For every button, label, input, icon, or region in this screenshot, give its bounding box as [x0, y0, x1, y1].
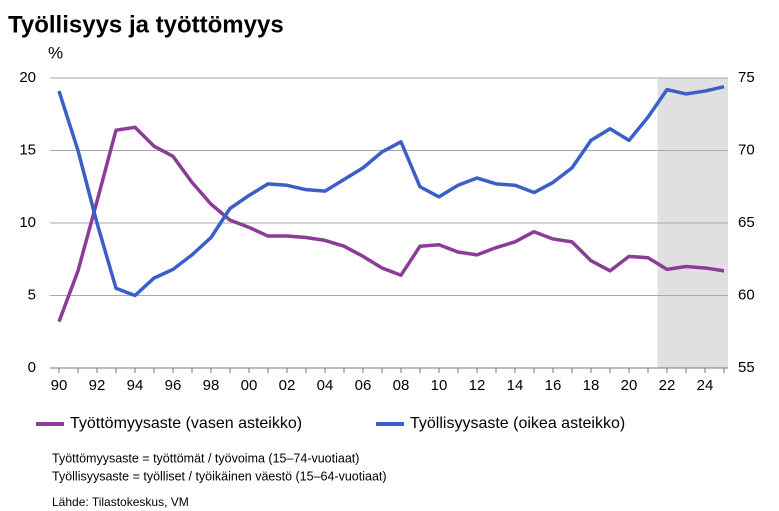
- x-tick-label: 00: [241, 377, 258, 394]
- x-tick-label: 94: [127, 377, 144, 394]
- x-tick-label: 06: [355, 377, 372, 394]
- note: Työttömyysaste = työttömät / työvoima (1…: [52, 451, 359, 465]
- series-line: [57, 125, 725, 323]
- x-tick-label: 98: [203, 377, 220, 394]
- x-tick-label: 02: [279, 377, 296, 394]
- y-tick-label: 15: [19, 141, 36, 158]
- y-tick-label: 10: [19, 214, 36, 231]
- legend-label: Työllisyysaste (oikea asteikko): [410, 415, 625, 432]
- x-tick-label: 10: [431, 377, 448, 394]
- x-tick-label: 24: [697, 377, 714, 394]
- x-tick-label: 04: [317, 377, 334, 394]
- y-tick-label: 0: [28, 359, 36, 376]
- x-tick-label: 22: [659, 377, 676, 394]
- x-tick-label: 90: [51, 377, 68, 394]
- y2-tick-label: 55: [738, 359, 755, 376]
- x-tick-label: 20: [621, 377, 638, 394]
- y-tick-label: 5: [28, 286, 36, 303]
- legend-label: Työttömyysaste (vasen asteikko): [70, 415, 302, 432]
- y2-tick-label: 60: [738, 286, 755, 303]
- x-tick-label: 96: [165, 377, 182, 394]
- x-tick-label: 18: [583, 377, 600, 394]
- y2-tick-label: 70: [738, 141, 755, 158]
- x-tick-label: 12: [469, 377, 486, 394]
- y2-tick-label: 75: [738, 69, 755, 86]
- x-tick-label: 08: [393, 377, 410, 394]
- chart-title: Työllisyys ja työttömyys: [8, 11, 284, 38]
- y-tick-label: 20: [19, 69, 36, 86]
- x-tick-label: 14: [507, 377, 524, 394]
- x-tick-label: 92: [89, 377, 106, 394]
- note: Työllisyysaste = työlliset / työikäinen …: [52, 469, 387, 483]
- x-tick-label: 16: [545, 377, 562, 394]
- y-axis-label: %: [48, 43, 63, 62]
- source: Lähde: Tilastokeskus, VM: [52, 495, 189, 509]
- y2-tick-label: 65: [738, 214, 755, 231]
- series-line: [57, 84, 725, 298]
